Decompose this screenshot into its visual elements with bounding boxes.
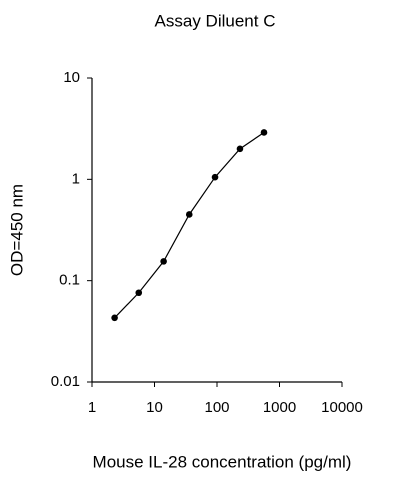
y-axis-label: OD=450 nm <box>7 184 26 276</box>
x-tick-label: 1 <box>88 399 96 416</box>
x-tick-label: 1000 <box>263 399 296 416</box>
marker <box>185 211 193 218</box>
x-axis-label: Mouse IL-28 concentration (pg/ml) <box>93 452 352 471</box>
y-tick-label: 10 <box>63 69 80 86</box>
y-tick-label: 1 <box>72 170 80 187</box>
marker <box>260 129 268 136</box>
x-tick-label: 100 <box>204 399 229 416</box>
marker <box>111 314 118 322</box>
x-tick-label: 10000 <box>321 399 363 416</box>
marker <box>211 173 219 181</box>
marker <box>135 289 143 297</box>
x-tick-label: 10 <box>146 399 163 416</box>
y-tick-label: 0.01 <box>51 373 80 390</box>
y-tick-label: 0.1 <box>59 272 80 289</box>
marker <box>160 258 167 265</box>
marker <box>236 145 244 153</box>
chart-title: Assay Diluent C <box>155 11 276 30</box>
